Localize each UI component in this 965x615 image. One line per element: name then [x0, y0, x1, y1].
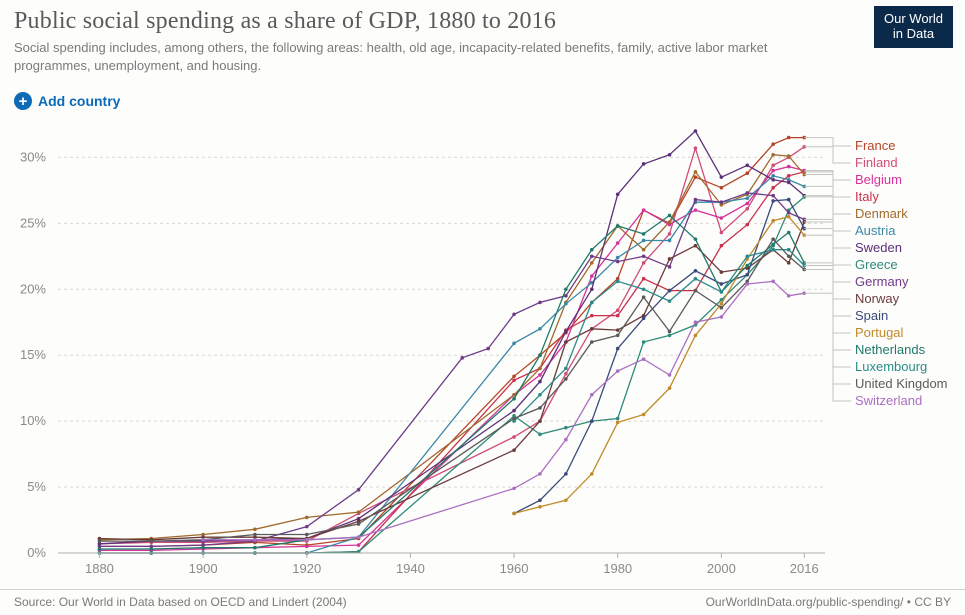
legend-label[interactable]: Austria	[855, 223, 896, 238]
legend-label[interactable]: Luxembourg	[855, 359, 927, 374]
legend-label[interactable]: Greece	[855, 257, 898, 272]
attribution-text: OurWorldInData.org/public-spending/ • CC…	[706, 595, 951, 609]
svg-text:0%: 0%	[27, 545, 46, 560]
chart-grid	[58, 157, 825, 553]
logo-line2: in Data	[893, 26, 934, 41]
legend-label[interactable]: Denmark	[855, 206, 908, 221]
legend-label[interactable]: Italy	[855, 189, 879, 204]
svg-text:10%: 10%	[20, 413, 46, 428]
x-axis: 1880 1900 1920 1940 1960 1980 2000 2016	[58, 553, 825, 576]
chart-footer: Source: Our World in Data based on OECD …	[0, 589, 965, 615]
chart-area: 1880 1900 1920 1940 1960 1980 2000 2016 0% 5% 10%…	[0, 120, 965, 587]
svg-text:1960: 1960	[500, 561, 529, 576]
svg-text:2000: 2000	[707, 561, 736, 576]
svg-text:25%: 25%	[20, 215, 46, 230]
add-country-button[interactable]: + Add country	[14, 92, 120, 110]
chart-legend: France Finland Belgium Italy Denmark Austria S…	[804, 138, 947, 408]
svg-text:15%: 15%	[20, 347, 46, 362]
legend-label[interactable]: Portugal	[855, 325, 904, 340]
chart-subtitle: Social spending includes, among others, …	[14, 39, 794, 74]
svg-text:2016: 2016	[790, 561, 819, 576]
legend-label[interactable]: Germany	[855, 274, 909, 289]
y-axis: 0% 5% 10% 15% 20% 25% 30%	[20, 149, 46, 560]
svg-text:5%: 5%	[27, 479, 46, 494]
chart-series	[98, 129, 806, 555]
legend-label[interactable]: France	[855, 138, 895, 153]
svg-text:1980: 1980	[603, 561, 632, 576]
svg-text:30%: 30%	[20, 149, 46, 164]
legend-label[interactable]: Sweden	[855, 240, 902, 255]
svg-text:1880: 1880	[85, 561, 114, 576]
svg-text:1920: 1920	[292, 561, 321, 576]
legend-label[interactable]: Norway	[855, 291, 900, 306]
legend-label[interactable]: Belgium	[855, 172, 902, 187]
legend-label[interactable]: Netherlands	[855, 342, 926, 357]
owid-logo: Our World in Data	[874, 6, 953, 48]
legend-label[interactable]: United Kingdom	[855, 376, 948, 391]
legend-label[interactable]: Spain	[855, 308, 888, 323]
add-country-label: Add country	[38, 93, 120, 109]
plus-icon: +	[14, 92, 32, 110]
svg-text:20%: 20%	[20, 281, 46, 296]
chart-title: Public social spending as a share of GDP…	[14, 8, 951, 35]
logo-line1: Our World	[884, 11, 943, 26]
legend-label[interactable]: Finland	[855, 155, 898, 170]
legend-label[interactable]: Switzerland	[855, 393, 922, 408]
svg-text:1900: 1900	[189, 561, 218, 576]
source-text: Source: Our World in Data based on OECD …	[14, 595, 347, 609]
svg-text:1940: 1940	[396, 561, 425, 576]
chart-svg: 1880 1900 1920 1940 1960 1980 2000 2016 0% 5% 10%…	[0, 120, 965, 587]
